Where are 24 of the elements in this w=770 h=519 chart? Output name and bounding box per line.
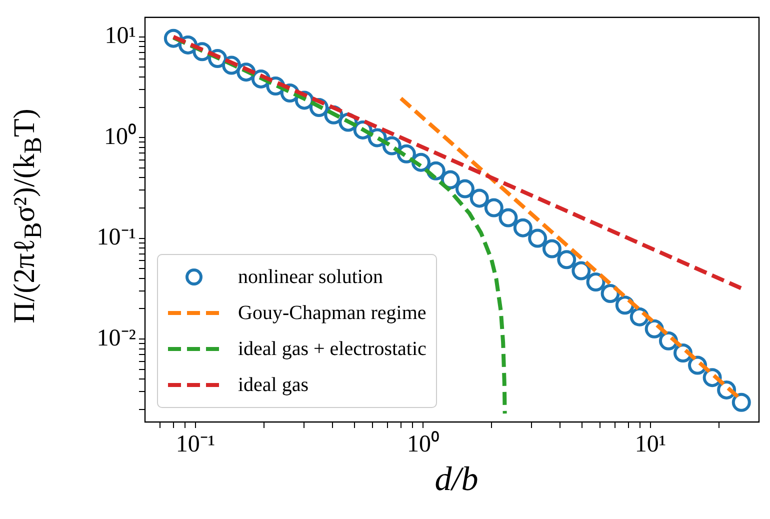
x-axis-title: d/b [434,461,480,499]
point [498,208,518,228]
legend-label: Gouy-Chapman regime [238,302,426,324]
point [600,284,620,304]
point [484,198,504,218]
x-tick-label: 10¹ [634,432,666,458]
point [455,179,474,198]
y-tick-label: 10¹ [104,23,136,50]
point [557,250,576,270]
legend-label: ideal gas + electrostatic [238,338,426,360]
y-tick-label: 10⁻² [96,325,136,352]
point [528,228,548,248]
point [542,239,562,258]
y-tick-label: 10⁰ [104,122,136,150]
x-tick-label: 10⁰ [406,430,439,458]
x-tick-label: 10⁻¹ [176,432,216,458]
point [586,272,606,292]
point [513,218,532,238]
point [732,392,751,412]
point [470,188,489,208]
legend-label: nonlinear solution [238,266,383,288]
y-tick-label: 10⁻¹ [96,224,136,251]
legend-label: ideal gas [238,374,309,396]
point [572,261,591,280]
